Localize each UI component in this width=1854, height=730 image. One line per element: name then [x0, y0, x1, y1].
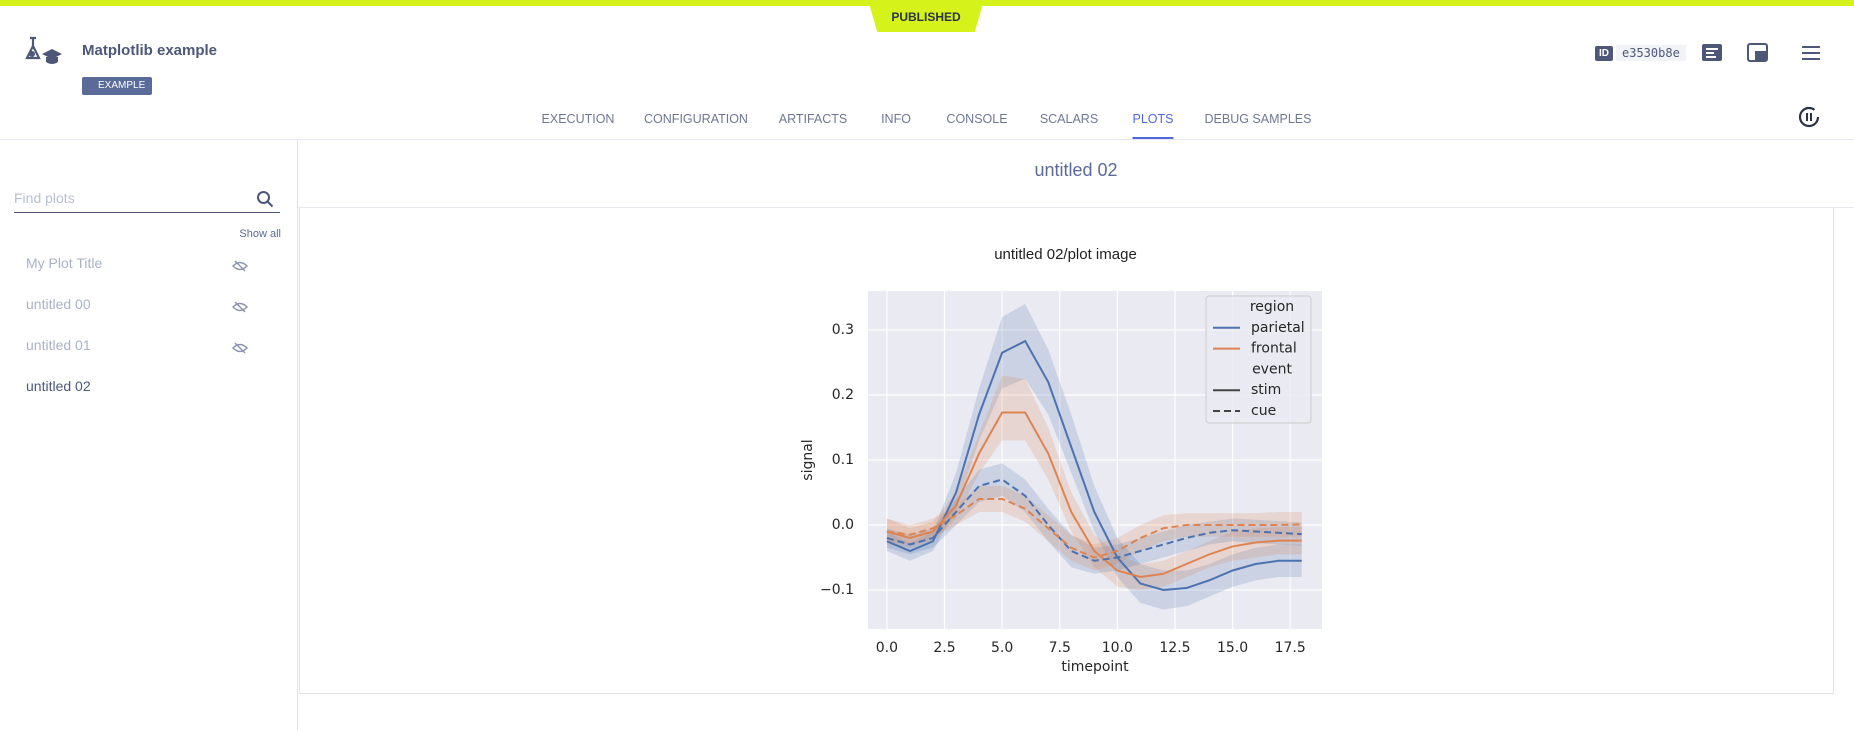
- y-tick-label: 0.3: [832, 322, 854, 338]
- tab[interactable]: SCALARS: [1039, 112, 1099, 126]
- divider: [298, 207, 1854, 208]
- tab[interactable]: INFO: [881, 112, 911, 126]
- refresh-button[interactable]: [1797, 105, 1821, 129]
- status-badge: PUBLISHED: [868, 0, 984, 32]
- line: [886, 339, 1302, 592]
- task-id[interactable]: ID e3530b8e: [1595, 44, 1686, 62]
- confidence-band: [886, 463, 1302, 574]
- info-button[interactable]: [1702, 44, 1722, 61]
- legend-label: frontal: [1251, 341, 1297, 357]
- plot-list-item[interactable]: untitled 01: [26, 337, 91, 353]
- line: [886, 498, 1302, 559]
- x-tick-label: 17.5: [1275, 640, 1306, 656]
- legend-title: region: [1250, 299, 1294, 315]
- header-icons: [1702, 43, 1820, 62]
- x-tick-label: 7.5: [1049, 640, 1071, 656]
- plot-list-item[interactable]: untitled 02: [26, 378, 91, 394]
- tab[interactable]: EXECUTION: [541, 112, 615, 126]
- sidebar: [0, 140, 298, 730]
- hidden-icon[interactable]: [232, 259, 248, 273]
- layout-button[interactable]: [1747, 43, 1768, 62]
- task-tag[interactable]: EXAMPLE: [82, 77, 153, 95]
- y-tick-label: −0.1: [820, 582, 854, 598]
- confidence-band: [886, 375, 1302, 590]
- y-tick-label: 0.2: [832, 387, 854, 403]
- show-all-button[interactable]: Show all: [239, 228, 281, 240]
- chart: signal timepoint 0.0 2.5 5.0 7.5 10.0 12.5 15.…: [800, 291, 1322, 675]
- id-label: ID: [1595, 45, 1613, 61]
- plot-list-item[interactable]: My Plot Title: [26, 255, 103, 271]
- menu-button[interactable]: [1802, 46, 1820, 60]
- plot-title: untitled 02/plot image: [994, 246, 1137, 263]
- plot-panel: [299, 208, 1834, 694]
- id-value: e3530b8e: [1616, 45, 1686, 61]
- tab[interactable]: ARTIFACTS: [778, 112, 848, 126]
- legend-label: cue: [1251, 403, 1276, 419]
- tab[interactable]: CONFIGURATION: [644, 112, 748, 126]
- legend-label: stim: [1251, 382, 1281, 398]
- tab[interactable]: DEBUG SAMPLES: [1204, 112, 1312, 126]
- x-tick-label: 10.0: [1102, 640, 1133, 656]
- y-axis-label: signal: [800, 439, 816, 480]
- task-title: Matplotlib example: [82, 42, 218, 59]
- confidence-band: [886, 304, 1302, 610]
- y-tick-label: 0.1: [832, 452, 854, 468]
- line: [886, 411, 1302, 579]
- y-tick-label: 0.0: [832, 517, 854, 533]
- x-axis-label: timepoint: [1061, 659, 1129, 675]
- x-tick-label: 0.0: [876, 640, 898, 656]
- divider: [0, 139, 1854, 140]
- x-tick-label: 5.0: [991, 640, 1013, 656]
- hidden-icon[interactable]: [232, 341, 248, 355]
- search-placeholder: Find plots: [14, 190, 75, 206]
- tab[interactable]: CONSOLE: [946, 112, 1008, 126]
- task-icon: [25, 36, 62, 64]
- line: [886, 478, 1302, 562]
- x-tick-label: 2.5: [933, 640, 955, 656]
- section-title: untitled 02: [1034, 160, 1118, 180]
- plot-list-item[interactable]: untitled 00: [26, 296, 91, 312]
- legend-title: event: [1252, 361, 1292, 377]
- hidden-icon[interactable]: [232, 300, 248, 314]
- confidence-band: [886, 486, 1302, 571]
- x-tick-label: 15.0: [1217, 640, 1248, 656]
- tab-bar: EXECUTION CONFIGURATION ARTIFACTS INFO CONSO…: [0, 108, 1854, 139]
- x-tick-label: 12.5: [1159, 640, 1190, 656]
- search-input[interactable]: Find plots: [14, 188, 280, 213]
- tab[interactable]: PLOTS: [1132, 112, 1174, 139]
- legend-label: parietal: [1251, 320, 1305, 336]
- search-icon: [257, 191, 274, 208]
